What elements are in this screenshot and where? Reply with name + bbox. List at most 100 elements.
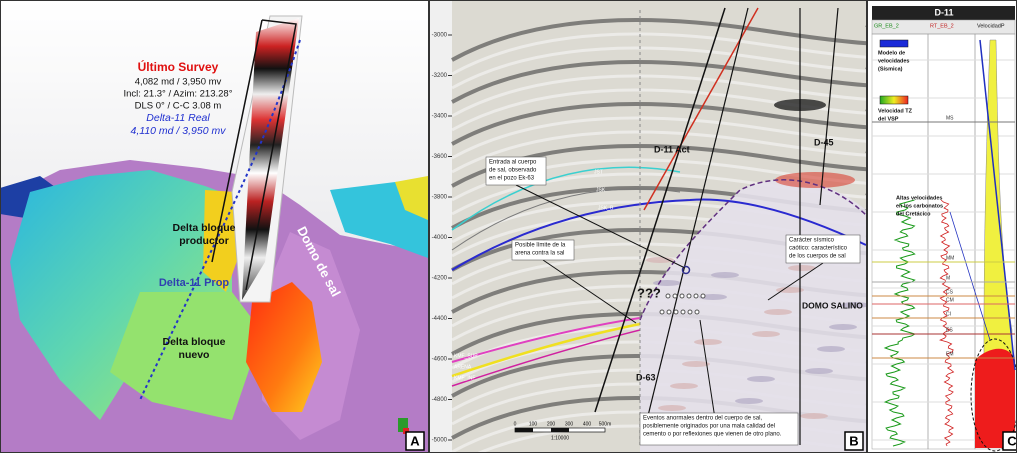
callout-entry: en el pozo Ek-63 bbox=[489, 176, 535, 182]
scale-label: 200 bbox=[547, 421, 556, 427]
depth-axis bbox=[430, 0, 452, 453]
high-velocity-label: en los carbonatos bbox=[896, 203, 943, 209]
scale-label: 0 bbox=[514, 421, 517, 427]
callout-events: cemento o por reflexiones que vienen de … bbox=[643, 432, 782, 438]
real-depth: 4,110 md / 3,950 mv bbox=[131, 125, 227, 137]
callout-entry: de sal, observado bbox=[489, 168, 537, 174]
callout-chaotic: Carácter sísmico bbox=[789, 238, 835, 244]
block-label: Delta bloque bbox=[172, 222, 235, 234]
survey-title: Último Survey bbox=[138, 59, 219, 74]
anomaly-dot bbox=[666, 294, 670, 298]
horizon-label: KMF_SUP bbox=[454, 353, 478, 359]
chaotic-event bbox=[694, 339, 722, 345]
well-title: D-11 bbox=[934, 7, 953, 17]
chaotic-event bbox=[764, 309, 792, 315]
depth-tick-label: -4000 bbox=[432, 235, 448, 241]
chaotic-event bbox=[658, 405, 686, 411]
horizon-label: ARENA bbox=[454, 364, 472, 370]
scale-label: 100 bbox=[529, 421, 538, 427]
scale-ratio: 1:10000 bbox=[551, 435, 569, 441]
anomaly-dot bbox=[680, 294, 684, 298]
formation-top-label: CS bbox=[946, 289, 954, 295]
figure: Último Survey 4,082 md / 3,950 mvIncl: 21… bbox=[0, 0, 1017, 453]
anomaly-dot bbox=[681, 310, 685, 314]
chaotic-event bbox=[682, 361, 710, 367]
chaotic-event bbox=[829, 324, 857, 330]
track-header: GR_EB_2 bbox=[874, 23, 899, 29]
chaotic-event bbox=[711, 272, 739, 278]
chaotic-event bbox=[800, 413, 828, 419]
anomaly-dot bbox=[695, 310, 699, 314]
callout-chaotic: caótico: característico bbox=[789, 246, 848, 252]
red-anomaly bbox=[775, 172, 855, 188]
legend-vsp: Velocidad TZ bbox=[878, 108, 913, 114]
chaotic-event bbox=[735, 398, 763, 404]
well-label: D-45 bbox=[814, 137, 834, 147]
callout-entry: Entrada al cuerpo bbox=[489, 160, 537, 166]
panel-label: A bbox=[410, 433, 420, 448]
callout-limit: Posible límite de la bbox=[515, 243, 566, 249]
formation-top-label: CM bbox=[946, 297, 954, 303]
depth-tick-label: -3800 bbox=[432, 195, 448, 201]
page: {"panel_a": { "survey_title": "Último Su… bbox=[0, 0, 1017, 453]
survey-info: 4,082 md / 3,950 mv bbox=[135, 77, 222, 88]
high-velocity-label: Altas velocidades bbox=[896, 195, 942, 201]
panel-label: C bbox=[1007, 433, 1017, 448]
anomaly-dot bbox=[660, 310, 664, 314]
callout-events: Eventos anormales dentro del cuerpo de s… bbox=[643, 416, 762, 422]
anomaly-dot bbox=[694, 294, 698, 298]
depth-tick-label: -3000 bbox=[432, 33, 448, 39]
panel-label: B bbox=[849, 433, 858, 448]
track-header: VelocidadP bbox=[977, 23, 1005, 29]
chaotic-event bbox=[817, 346, 845, 352]
horizon-label: JSK_B bbox=[598, 205, 614, 211]
formation-top-label: M bbox=[946, 275, 950, 281]
formation-top-label: CI bbox=[946, 311, 951, 317]
high-velocity-label: del Cretácico bbox=[896, 211, 931, 217]
horizon-label: JST bbox=[594, 169, 603, 175]
track-header: RT_EB_2 bbox=[930, 23, 954, 29]
depth-tick-label: -4800 bbox=[432, 397, 448, 403]
legend-model: (Sísmica) bbox=[878, 66, 903, 72]
scale-bar-fill bbox=[551, 428, 569, 432]
legend-model-swatch bbox=[880, 40, 908, 47]
well-label: D-63 bbox=[636, 372, 656, 382]
callout-events: posiblemente originados por una mala cal… bbox=[643, 424, 775, 430]
legend-model: velocidades bbox=[878, 58, 910, 64]
formation-top-label: ES bbox=[946, 327, 953, 333]
anomaly-dot bbox=[667, 310, 671, 314]
formation-top-label: MM bbox=[946, 255, 954, 261]
formation-top-label: MS bbox=[946, 115, 954, 121]
scale-bar-fill bbox=[515, 428, 533, 432]
horizon-label: JSK bbox=[596, 187, 606, 193]
anomaly-dot bbox=[687, 294, 691, 298]
chaotic-event bbox=[747, 376, 775, 382]
block-label: nuevo bbox=[179, 349, 210, 361]
callout-limit: arena contra la sal bbox=[515, 251, 564, 257]
chaotic-event bbox=[752, 331, 780, 337]
survey-info: DLS 0° / C-C 3.08 m bbox=[135, 101, 222, 112]
salt-label: DOMO SALINO bbox=[802, 300, 863, 310]
survey-info: Incl: 21.3° / Azim: 213.28° bbox=[124, 89, 233, 100]
anomaly-dot bbox=[688, 310, 692, 314]
block-label: Delta bloque bbox=[162, 336, 225, 348]
legend-model: Modelo de bbox=[878, 50, 905, 56]
well-label: D-11 Act bbox=[654, 144, 690, 154]
callout-chaotic: de los cuerpos de sal bbox=[789, 254, 846, 260]
prop-well-label: Delta-11 Prop bbox=[159, 277, 230, 289]
depth-tick-label: -3600 bbox=[432, 154, 448, 160]
horizon-label: KMF_INF bbox=[454, 375, 475, 381]
depth-tick-label: -3400 bbox=[432, 114, 448, 120]
anomaly-dot bbox=[674, 310, 678, 314]
scale-label: 400 bbox=[583, 421, 592, 427]
depth-tick-label: -4400 bbox=[432, 316, 448, 322]
anomaly-dot bbox=[673, 294, 677, 298]
scale-label: 500m bbox=[599, 421, 612, 427]
depth-tick-label: -4200 bbox=[432, 276, 448, 282]
legend-vsp-swatch bbox=[880, 96, 908, 104]
chaotic-event bbox=[670, 383, 698, 389]
anomaly-dot bbox=[701, 294, 705, 298]
depth-tick-label: -5000 bbox=[432, 438, 448, 444]
block-label: productor bbox=[179, 235, 229, 247]
formation-top-label: EM bbox=[946, 351, 954, 357]
